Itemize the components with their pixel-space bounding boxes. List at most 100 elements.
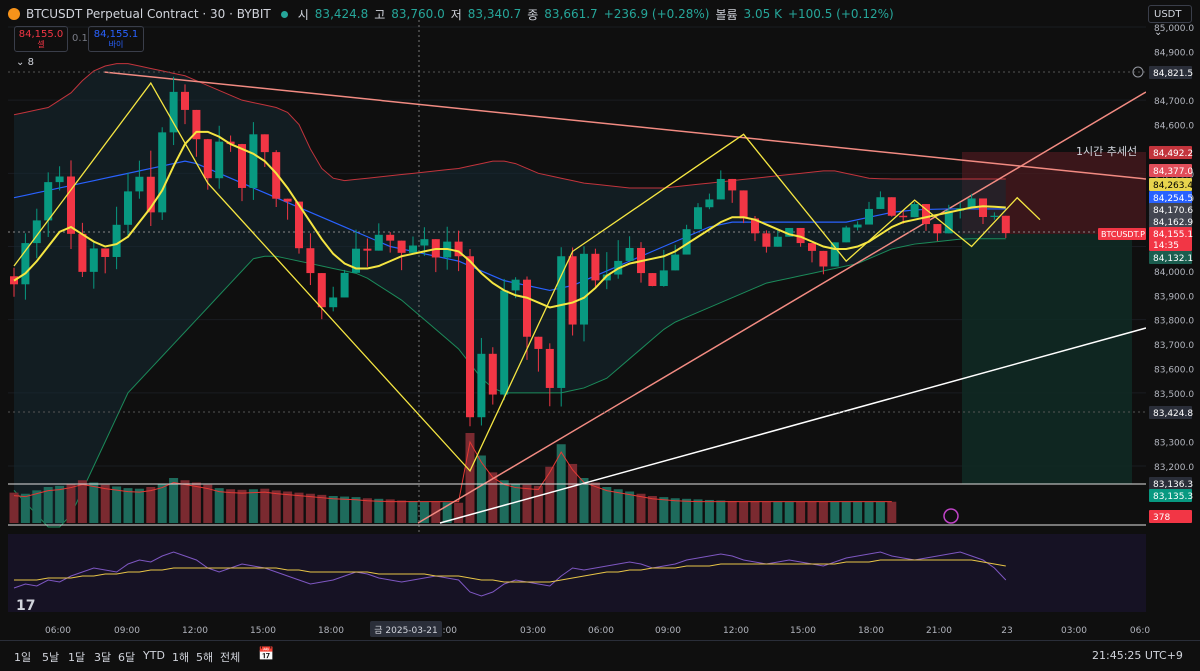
bollinger-fill: [14, 63, 1006, 527]
candle-body: [728, 178, 737, 191]
y-tick-label: 85,000.0: [1154, 24, 1194, 34]
volume-bar: [214, 488, 224, 523]
y-tick-label: 84,600.0: [1154, 122, 1194, 132]
volume-bar: [579, 478, 589, 523]
x-tick-label: 03:00: [1061, 626, 1087, 636]
volume-bar: [374, 498, 384, 523]
price-label-box: [1149, 215, 1192, 228]
range-all[interactable]: 전체: [220, 651, 241, 664]
volume-bar: [533, 485, 543, 523]
candle-body: [739, 190, 748, 219]
volume-bar: [340, 496, 350, 523]
volume-bar: [568, 463, 578, 523]
price-label: 83,136.3: [1153, 480, 1193, 490]
volume-bar: [123, 488, 133, 523]
low-value: 83,340.7: [467, 7, 522, 21]
volume-bar: [454, 502, 464, 523]
calendar-icon[interactable]: 📅: [258, 647, 275, 662]
candle-body: [363, 248, 372, 251]
axis-background: [1146, 20, 1200, 640]
symbol-title[interactable]: BTCUSDT Perpetual Contract · 30 · BYBIT: [26, 7, 271, 21]
candle-body: [500, 290, 509, 395]
range-1m[interactable]: 1달: [68, 651, 86, 664]
volume-bar: [328, 496, 338, 523]
x-tick-label: 06:00: [588, 626, 614, 636]
candle-body: [112, 224, 121, 257]
volume-bar: [248, 489, 258, 523]
sell-label: 셀: [37, 40, 45, 49]
y-tick-label: 84,700.0: [1154, 97, 1194, 107]
candle-body: [260, 134, 269, 153]
candle-body: [751, 218, 759, 234]
time-axis[interactable]: 06:00 09:00 12:00 15:00 18:00 22:00 03:00 06:00…: [0, 615, 1150, 640]
candle-body: [876, 197, 885, 209]
candle-body: [899, 215, 908, 218]
candle-body: [682, 229, 691, 255]
candle-body: [420, 239, 429, 246]
indicator-count: 8: [27, 57, 34, 68]
volume-bar: [442, 502, 452, 523]
range-1d[interactable]: 1일: [14, 651, 32, 664]
x-tick-label: 09:00: [655, 626, 681, 636]
candle-body: [511, 279, 520, 291]
y-tick-label: 83,300.0: [1154, 439, 1194, 449]
high-label: 고: [374, 7, 386, 22]
currency-select[interactable]: USDT ⌄: [1148, 5, 1192, 38]
candle-body: [306, 248, 315, 274]
price-label: 84,170.6: [1153, 206, 1193, 216]
candle-body: [796, 227, 805, 244]
price-axis[interactable]: 85,000.084,900.084,700.084,600.084,400.0…: [943, 20, 1200, 640]
price-label: 84,492.2: [1153, 149, 1193, 159]
range-1y[interactable]: 1해: [172, 651, 190, 664]
volume-bar: [613, 489, 623, 523]
candle-body: [830, 242, 839, 267]
volume-bar: [545, 466, 555, 523]
range-5d[interactable]: 5날: [42, 651, 60, 664]
volume-bar: [146, 487, 156, 523]
x-tick-label: 15:00: [250, 626, 276, 636]
range-6m[interactable]: 6달: [118, 651, 136, 664]
buy-button[interactable]: 84,155.1 바이: [88, 26, 144, 52]
volume-bar: [55, 485, 65, 523]
price-label: 83,135.3: [1153, 492, 1193, 502]
indicator-toggle[interactable]: ⌄ 8: [16, 57, 34, 68]
candle-body: [226, 141, 235, 145]
price-label: 84,132.1: [1153, 254, 1193, 264]
x-axis-background: [0, 615, 1146, 640]
add-alert-icon: [1132, 66, 1144, 78]
volume-bar: [169, 478, 179, 523]
candle-body: [705, 199, 714, 208]
y-tick-label: 83,900.0: [1154, 292, 1194, 302]
crosshair-date-box: [370, 621, 442, 637]
candle-body: [922, 204, 930, 225]
sell-button[interactable]: 84,155.0 셀: [14, 26, 68, 52]
current-price-tag-label: BTCUSDT.P: [1101, 230, 1145, 239]
bollinger-upper: [13, 63, 1006, 189]
y-tick-label: 83,700.0: [1154, 341, 1194, 351]
price-label: 83,424.8: [1153, 409, 1193, 419]
x-tick-label: 23: [1001, 626, 1012, 636]
range-5y[interactable]: 5해: [196, 651, 214, 664]
volume-bar: [625, 491, 635, 523]
trendline-up: [417, 91, 1147, 524]
volume-bar: [397, 500, 407, 523]
candle-body: [773, 236, 782, 247]
candle-body: [238, 144, 246, 188]
range-ytd[interactable]: YTD: [143, 649, 165, 662]
candle-body: [534, 336, 543, 349]
y-tick-label: 83,800.0: [1154, 317, 1194, 327]
candle-body: [374, 234, 383, 251]
x-tick-label: 21:00: [926, 626, 952, 636]
volume-bar: [134, 488, 144, 523]
candle-body: [785, 227, 794, 237]
range-3m[interactable]: 3달: [94, 651, 112, 664]
volume-bar: [191, 482, 201, 523]
candle-body: [55, 176, 64, 183]
candle-body: [340, 272, 349, 298]
price-label-box: [1149, 164, 1192, 177]
price-label-box: [1149, 510, 1192, 523]
x-tick-label: 12:00: [182, 626, 208, 636]
rsi-pane[interactable]: 60.0040.0052.9845.9517: [8, 534, 1180, 614]
price-plot[interactable]: [8, 20, 1147, 640]
